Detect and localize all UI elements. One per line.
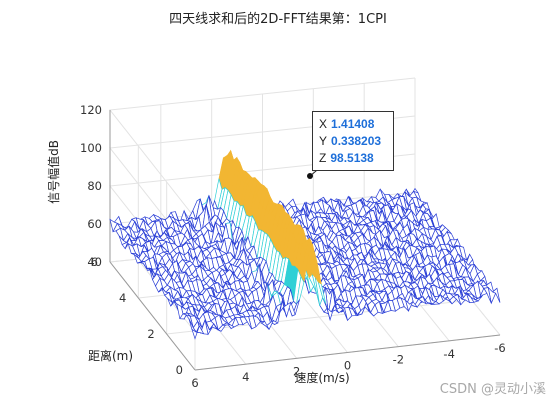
y-tick-label: 6 xyxy=(91,255,98,269)
y-tick-label: 4 xyxy=(119,291,126,305)
watermark: CSDN @灵动小溪 xyxy=(439,382,546,397)
x-tick-label: 2 xyxy=(293,364,300,378)
y-axis-line xyxy=(109,261,196,371)
surface-cell xyxy=(191,325,200,340)
surface-mesh xyxy=(109,149,501,340)
z-tick-label: 80 xyxy=(87,179,102,193)
x-tick-label: -4 xyxy=(443,347,454,361)
y-tick-label: 0 xyxy=(176,363,183,377)
z-tick-label: 60 xyxy=(87,217,102,231)
datatip-x-key: X xyxy=(319,117,328,131)
x-tick-label: 4 xyxy=(242,370,249,384)
x-axis-line xyxy=(194,334,501,371)
x-tick-label: 6 xyxy=(191,376,198,390)
y-axis-label: 距离(m) xyxy=(88,348,133,363)
x-tick-label: -6 xyxy=(494,341,505,355)
datatip-z-value: 98.5138 xyxy=(330,151,374,165)
z-axis-label: 信号幅值dB xyxy=(46,140,61,204)
x-tick-label: -2 xyxy=(393,353,404,367)
z-tick-label: 100 xyxy=(80,141,102,155)
datatip-marker[interactable] xyxy=(307,173,313,179)
datatip-y-key: Y xyxy=(319,134,328,148)
datatip-x-value: 1.41408 xyxy=(331,117,375,131)
datatip[interactable]: X 1.41408 Y 0.338203 Z 98.5138 xyxy=(312,111,394,171)
x-axis-label: 速度(m/s) xyxy=(294,370,349,385)
x-tick-label: 0 xyxy=(344,359,351,373)
datatip-y-value: 0.338203 xyxy=(331,134,382,148)
z-tick-label: 40 xyxy=(87,255,102,269)
z-tick-label: 120 xyxy=(80,103,102,117)
chart-title: 四天线求和后的2D-FFT结果第：1CPI xyxy=(169,12,387,27)
y-tick-label: 2 xyxy=(147,327,154,341)
datatip-z-key: Z xyxy=(319,151,327,165)
axes-box xyxy=(109,110,501,371)
tick-labels: 40 60 80 100 120 0 2 4 6 6 4 2 0 -2 -4 -6 xyxy=(80,103,506,390)
